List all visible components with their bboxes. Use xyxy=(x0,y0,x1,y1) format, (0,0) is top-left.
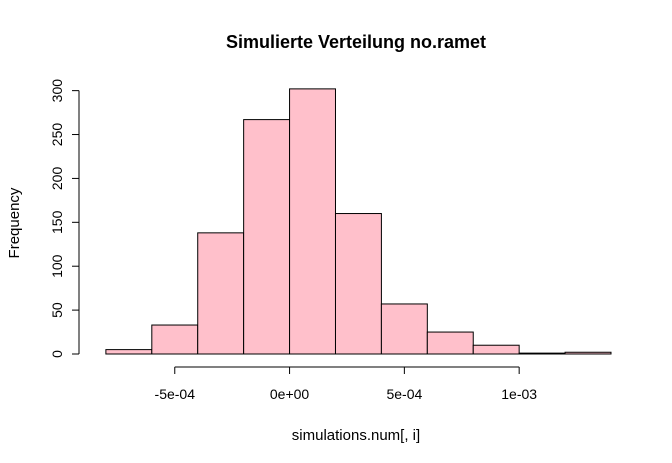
y-tick-label-3: 150 xyxy=(49,210,65,234)
histogram-bar-10 xyxy=(564,351,612,355)
histogram-bar-4 xyxy=(289,88,336,355)
y-axis: 0 50 100 150 200 250 300 xyxy=(49,79,80,358)
y-tick-label-5: 250 xyxy=(49,123,65,147)
x-tick-label-0: -5e-04 xyxy=(155,386,196,402)
histogram-bar-3 xyxy=(243,119,291,355)
y-tick-label-1: 50 xyxy=(49,302,65,318)
histogram-bar-0 xyxy=(105,349,153,355)
x-tick-label-2: 5e-04 xyxy=(386,386,422,402)
x-axis-label: simulations.num[, i] xyxy=(292,427,420,444)
bars-layer xyxy=(105,88,612,355)
y-tick-label-0: 0 xyxy=(49,350,65,358)
x-tick-label-3: 1e-03 xyxy=(501,386,537,402)
x-axis: -5e-04 0e+00 5e-04 1e-03 xyxy=(155,366,537,402)
y-tick-label-6: 300 xyxy=(49,79,65,103)
y-tick-label-2: 100 xyxy=(49,254,65,278)
histogram-bar-9 xyxy=(518,352,566,355)
chart-title: Simulierte Verteilung no.ramet xyxy=(226,32,486,52)
histogram-bar-5 xyxy=(334,213,382,355)
histogram-bar-7 xyxy=(426,331,474,355)
histogram-bar-8 xyxy=(472,344,520,355)
histogram-bar-1 xyxy=(151,324,199,355)
y-tick-label-4: 200 xyxy=(49,167,65,191)
x-tick-label-1: 0e+00 xyxy=(270,386,310,402)
y-axis-label: Frequency xyxy=(6,187,23,258)
histogram-bar-2 xyxy=(197,232,245,355)
histogram-bar-6 xyxy=(380,303,428,355)
